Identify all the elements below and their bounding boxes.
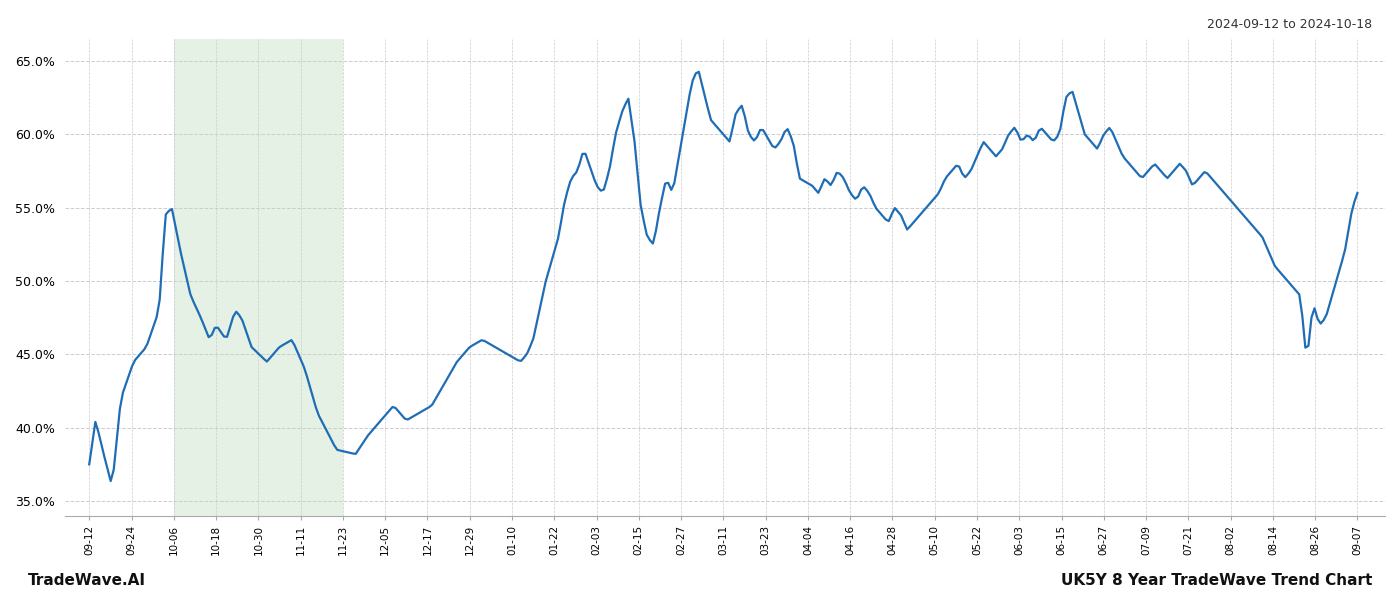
Text: UK5Y 8 Year TradeWave Trend Chart: UK5Y 8 Year TradeWave Trend Chart <box>1061 573 1372 588</box>
Text: 2024-09-12 to 2024-10-18: 2024-09-12 to 2024-10-18 <box>1207 18 1372 31</box>
Text: TradeWave.AI: TradeWave.AI <box>28 573 146 588</box>
Bar <box>174 39 343 516</box>
